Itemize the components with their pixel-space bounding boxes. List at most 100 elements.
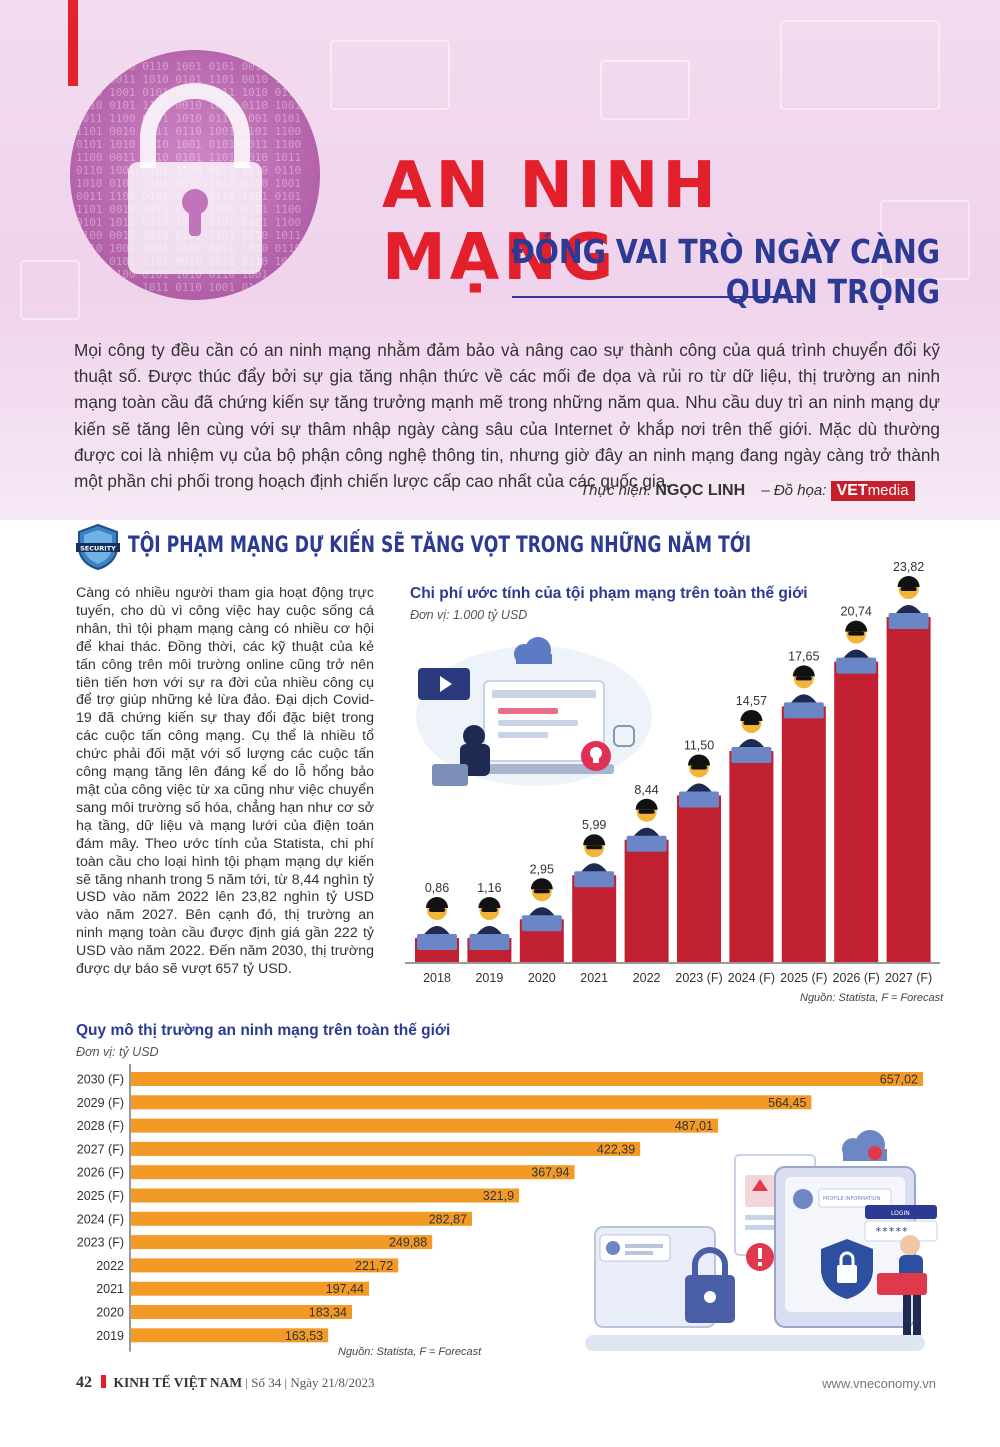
category-label: 2023 (F) — [675, 971, 722, 985]
bar — [624, 839, 669, 962]
bar-value-label: 14,57 — [736, 694, 767, 708]
hacker-icon — [783, 665, 824, 719]
category-label: 2025 (F) — [780, 971, 827, 985]
bar — [131, 1188, 520, 1203]
password-mask: ***** — [875, 1225, 908, 1238]
decor-panel — [780, 20, 940, 110]
chart1-source: Nguồn: Statista, F = Forecast — [800, 992, 944, 1004]
decor-panel — [330, 40, 450, 110]
hacker-icon — [469, 897, 510, 950]
author-name: NGỌC LINH — [655, 481, 746, 499]
bar-value-label: 20,74 — [841, 605, 872, 619]
category-label: 2027 (F) — [77, 1142, 124, 1156]
bar — [131, 1072, 923, 1086]
category-label: 2026 (F) — [77, 1166, 124, 1180]
hacker-icon — [521, 878, 562, 932]
footer-mark — [101, 1375, 107, 1388]
cybercrime-cost-chart: 0,86 2018 1,16 2019 2,95 2020 5,99 2021 8,44 2022… — [405, 560, 940, 985]
bar — [131, 1328, 329, 1343]
title-divider — [512, 296, 798, 298]
hacker-icon — [731, 709, 772, 763]
bar-value-label: 5,99 — [582, 818, 606, 832]
category-label: 2028 (F) — [77, 1119, 124, 1133]
chart1-unit: Đơn vị: 1.000 tỷ USD — [410, 608, 528, 622]
bar — [131, 1095, 812, 1110]
chart2-unit: Đơn vị: tỷ USD — [76, 1045, 159, 1059]
category-label: 2018 — [423, 971, 451, 985]
hacker-icon — [679, 754, 719, 808]
page-footer: 42 KINH TẾ VIỆT NAM | Số 34 | Ngày 21/8/… — [76, 1374, 936, 1391]
hacker-icon — [417, 897, 457, 950]
category-label: 2019 — [475, 971, 503, 985]
bar-value-label: 183,34 — [309, 1306, 347, 1320]
login-label: LOGIN — [891, 1210, 910, 1217]
graphic-label: – Đồ họa: — [761, 481, 827, 499]
bar — [131, 1118, 719, 1133]
category-label: 2030 (F) — [77, 1073, 124, 1087]
hacker-icon — [888, 576, 929, 629]
security-illustration: PROFILE INFORMATION LOGIN ***** — [585, 1130, 938, 1351]
bar-value-label: 17,65 — [788, 649, 819, 663]
category-label: 2024 (F) — [728, 971, 775, 985]
category-label: 2022 — [96, 1259, 124, 1273]
category-label: 2020 — [528, 971, 556, 985]
chart2-title: Quy mô thị trường an ninh mạng trên toàn… — [76, 1022, 451, 1039]
category-label: 2029 (F) — [77, 1096, 124, 1110]
credit-label: Thực hiện: — [580, 481, 652, 499]
brand-bold: VET — [836, 482, 868, 499]
page-number: 42 — [76, 1374, 92, 1391]
security-shield-icon: SECURITY — [76, 523, 120, 571]
bar — [131, 1165, 575, 1180]
issue-date: Ngày 21/8/2023 — [290, 1375, 375, 1390]
category-label: 2020 — [96, 1306, 124, 1320]
bar — [834, 661, 879, 962]
bar-value-label: 11,50 — [684, 738, 714, 752]
chart1-title: Chi phí ước tính của tội phạm mạng trên … — [410, 585, 808, 602]
bar-value-label: 163,53 — [285, 1329, 323, 1343]
category-label: 2021 — [580, 971, 608, 985]
lock-illustration: 0101 1010 0110 1001 0101 0011 1100 1100 … — [70, 50, 320, 300]
category-label: 2025 (F) — [77, 1189, 124, 1203]
hacker-icon — [626, 798, 667, 852]
bar-value-label: 0,86 — [425, 881, 449, 895]
bar — [781, 706, 826, 962]
website-link[interactable]: www.vneconomy.vn — [822, 1376, 936, 1391]
shield-label: SECURITY — [80, 545, 116, 553]
bar-value-label: 282,87 — [429, 1212, 467, 1226]
bar-value-label: 2,95 — [530, 862, 554, 876]
security-market-chart: 2030 (F) 657,02 2029 (F) 564,45 2028 (F) 487,… — [77, 1064, 923, 1352]
bar-value-label: 564,45 — [768, 1096, 806, 1110]
category-label: 2027 (F) — [885, 971, 932, 985]
bar — [131, 1141, 641, 1156]
page-title: AN NINH MẠNG — [382, 149, 720, 295]
accent-bar — [68, 0, 78, 86]
category-label: 2021 — [96, 1282, 124, 1296]
hacker-illustration — [416, 637, 652, 786]
intro-paragraph: Mọi công ty đều cần có an ninh mạng nhằm… — [74, 340, 940, 492]
bar — [572, 875, 617, 962]
bar-value-label: 487,01 — [675, 1119, 713, 1133]
section-title: TỘI PHẠM MẠNG DỰ KIẾN SẼ TĂNG VỌT TRONG … — [128, 533, 752, 558]
chart2-source: Nguồn: Statista, F = Forecast — [338, 1346, 482, 1358]
decor-panel — [880, 200, 970, 280]
bar-value-label: 1,16 — [477, 881, 501, 895]
category-label: 2022 — [633, 971, 661, 985]
issue-number: Số 34 — [251, 1375, 282, 1390]
body-paragraph: Càng có nhiều người tham gia hoạt động t… — [76, 585, 374, 978]
hacker-icon — [836, 620, 877, 674]
category-label: 2023 (F) — [77, 1236, 124, 1250]
bar-value-label: 23,82 — [893, 560, 924, 574]
bar — [131, 1281, 370, 1296]
bar-value-label: 657,02 — [880, 1073, 918, 1087]
vetmedia-logo: VETmedia — [830, 481, 915, 501]
bar-value-label: 197,44 — [326, 1282, 364, 1296]
brand-light: media — [867, 482, 909, 499]
bar-value-label: 422,39 — [597, 1142, 635, 1156]
magazine-name: KINH TẾ VIỆT NAM — [113, 1375, 243, 1390]
hacker-icon — [574, 834, 615, 888]
profile-label: PROFILE INFORMATION — [823, 1196, 881, 1202]
bar — [677, 795, 721, 962]
page-subtitle: ĐÓNG VAI TRÒ NGÀY CÀNG QUAN TRỌNG — [510, 232, 940, 311]
category-label: 2026 (F) — [833, 971, 880, 985]
bar — [729, 750, 774, 962]
